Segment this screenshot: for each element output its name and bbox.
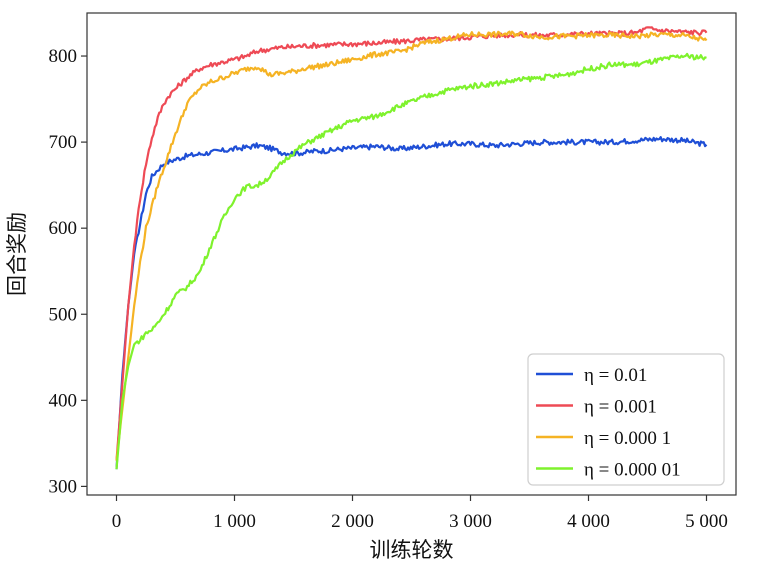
series-line [115, 30, 708, 461]
x-tick-label: 2 000 [331, 511, 374, 532]
axes-ticks: 0 1 000 2 000 3 000 4 000 5 000 300 400 500 600 70… [49, 46, 728, 532]
legend-label: η = 0.000 01 [584, 460, 681, 481]
x-tick-label: 5 000 [685, 511, 728, 532]
y-tick-label: 400 [49, 390, 78, 411]
x-tick-label: 3 000 [449, 511, 492, 532]
y-axis-title: 回合奖励 [5, 212, 29, 296]
plot-area-frame [86, 12, 737, 496]
series-lines [115, 26, 708, 470]
x-tick-label: 1 000 [213, 511, 256, 532]
x-tick-label: 4 000 [567, 511, 610, 532]
legend-label: η = 0.01 [584, 365, 647, 386]
x-axis-title: 训练轮数 [370, 538, 454, 562]
legend: η = 0.01 η = 0.001 η = 0.000 1 η = 0.000 01 [527, 353, 725, 486]
x-tick-label: 0 [112, 511, 122, 532]
y-tick-label: 700 [49, 132, 78, 153]
y-tick-label: 800 [49, 46, 78, 67]
y-tick-label: 300 [49, 476, 78, 497]
y-tick-label: 500 [49, 304, 78, 325]
legend-label: η = 0.000 1 [584, 428, 671, 449]
series-line [115, 136, 708, 470]
series-line [115, 52, 707, 470]
legend-box [527, 353, 725, 486]
y-tick-label: 600 [49, 218, 78, 239]
legend-label: η = 0.001 [584, 397, 657, 418]
